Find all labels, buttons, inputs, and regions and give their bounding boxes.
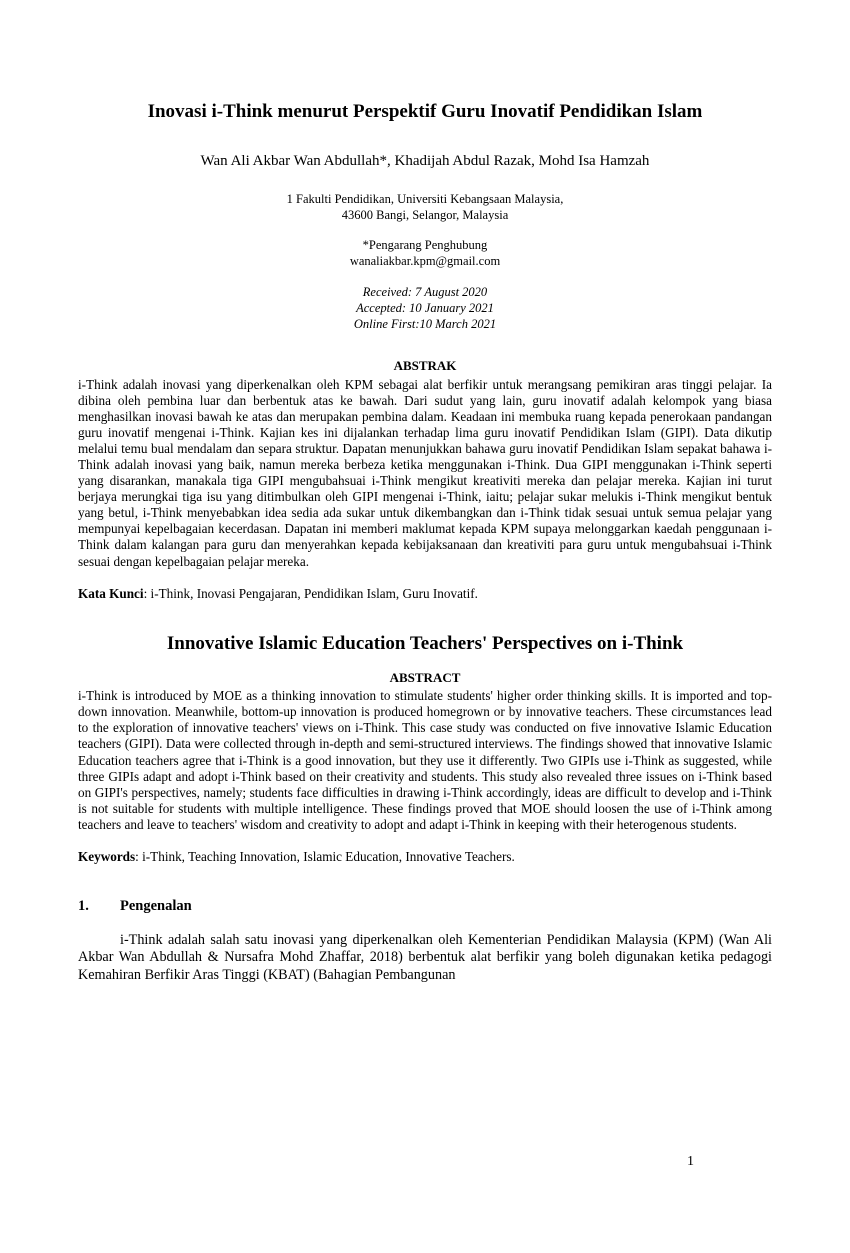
article-title-malay: Inovasi i-Think menurut Perspektif Guru … [78,100,772,124]
authors-list: Wan Ali Akbar Wan Abdullah*, Khadijah Ab… [78,152,772,171]
section-1-number: 1. [78,897,120,915]
manuscript-dates: Received: 7 August 2020 Accepted: 10 Jan… [78,284,772,333]
corresponding-author-block: *Pengarang Penghubung wanaliakbar.kpm@gm… [78,237,772,270]
kata-kunci-line: Kata Kunci: i-Think, Inovasi Pengajaran,… [78,586,772,603]
keywords-line: Keywords: i-Think, Teaching Innovation, … [78,849,772,866]
section-1-heading: 1.Pengenalan [78,897,772,915]
abstract-heading: ABSTRACT [78,670,772,686]
accepted-date: Accepted: 10 January 2021 [78,300,772,316]
keywords-label: Keywords [78,849,135,864]
online-first-date: Online First:10 March 2021 [78,316,772,332]
kata-kunci-label: Kata Kunci [78,586,144,601]
abstrak-heading: ABSTRAK [78,358,772,374]
abstrak-body: i-Think adalah inovasi yang diperkenalka… [78,377,772,570]
article-title-english: Innovative Islamic Education Teachers' P… [78,632,772,656]
abstract-body: i-Think is introduced by MOE as a thinki… [78,688,772,833]
affiliation-line-2: 43600 Bangi, Selangor, Malaysia [78,207,772,223]
received-date: Received: 7 August 2020 [78,284,772,300]
corresponding-label: *Pengarang Penghubung [78,237,772,253]
corresponding-email: wanaliakbar.kpm@gmail.com [78,253,772,269]
affiliation-block: 1 Fakulti Pendidikan, Universiti Kebangs… [78,191,772,224]
affiliation-line-1: 1 Fakulti Pendidikan, Universiti Kebangs… [78,191,772,207]
page-number: 1 [687,1153,694,1171]
section-1-title: Pengenalan [120,898,192,914]
kata-kunci-value: : i-Think, Inovasi Pengajaran, Pendidika… [144,586,478,601]
section-1-paragraph: i-Think adalah salah satu inovasi yang d… [78,932,772,985]
keywords-value: : i-Think, Teaching Innovation, Islamic … [135,849,515,864]
